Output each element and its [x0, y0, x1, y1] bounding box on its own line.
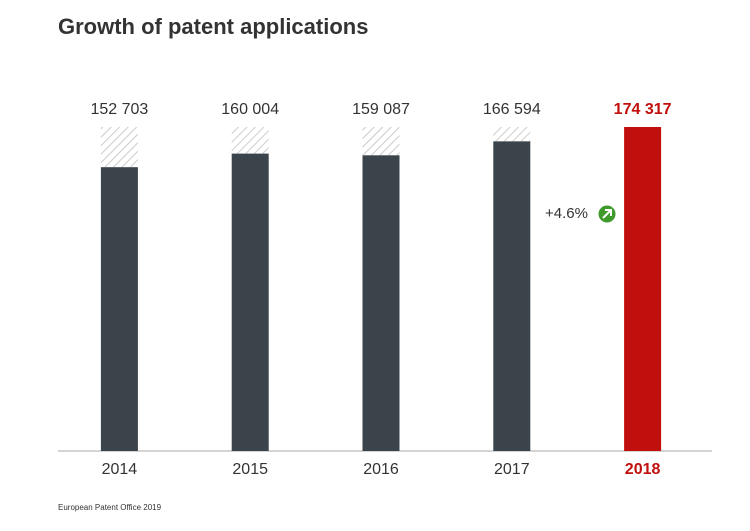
value-label: 166 594 [483, 101, 541, 118]
value-label: 152 703 [90, 101, 148, 118]
x-tick-label: 2017 [494, 461, 530, 478]
x-tick-label: 2016 [363, 461, 399, 478]
bar [624, 127, 662, 451]
hatch [362, 127, 400, 156]
hatch [493, 127, 531, 142]
hatch [100, 127, 138, 168]
hatch [231, 127, 269, 154]
bar [362, 155, 400, 451]
annotation: +4.6% [545, 205, 588, 222]
x-tick-label: 2014 [102, 461, 138, 478]
value-label: 174 317 [614, 101, 672, 118]
bar [100, 167, 138, 451]
value-label: 159 087 [352, 101, 410, 118]
x-tick-label: 2015 [232, 461, 268, 478]
bar [231, 153, 269, 451]
x-tick-label: 2018 [625, 461, 661, 478]
source: European Patent Office 2019 [58, 503, 162, 512]
bar [493, 141, 531, 451]
up-arrow-icon [598, 205, 616, 223]
chart-title: Growth of patent applications [58, 14, 368, 39]
value-label: 160 004 [221, 101, 279, 118]
